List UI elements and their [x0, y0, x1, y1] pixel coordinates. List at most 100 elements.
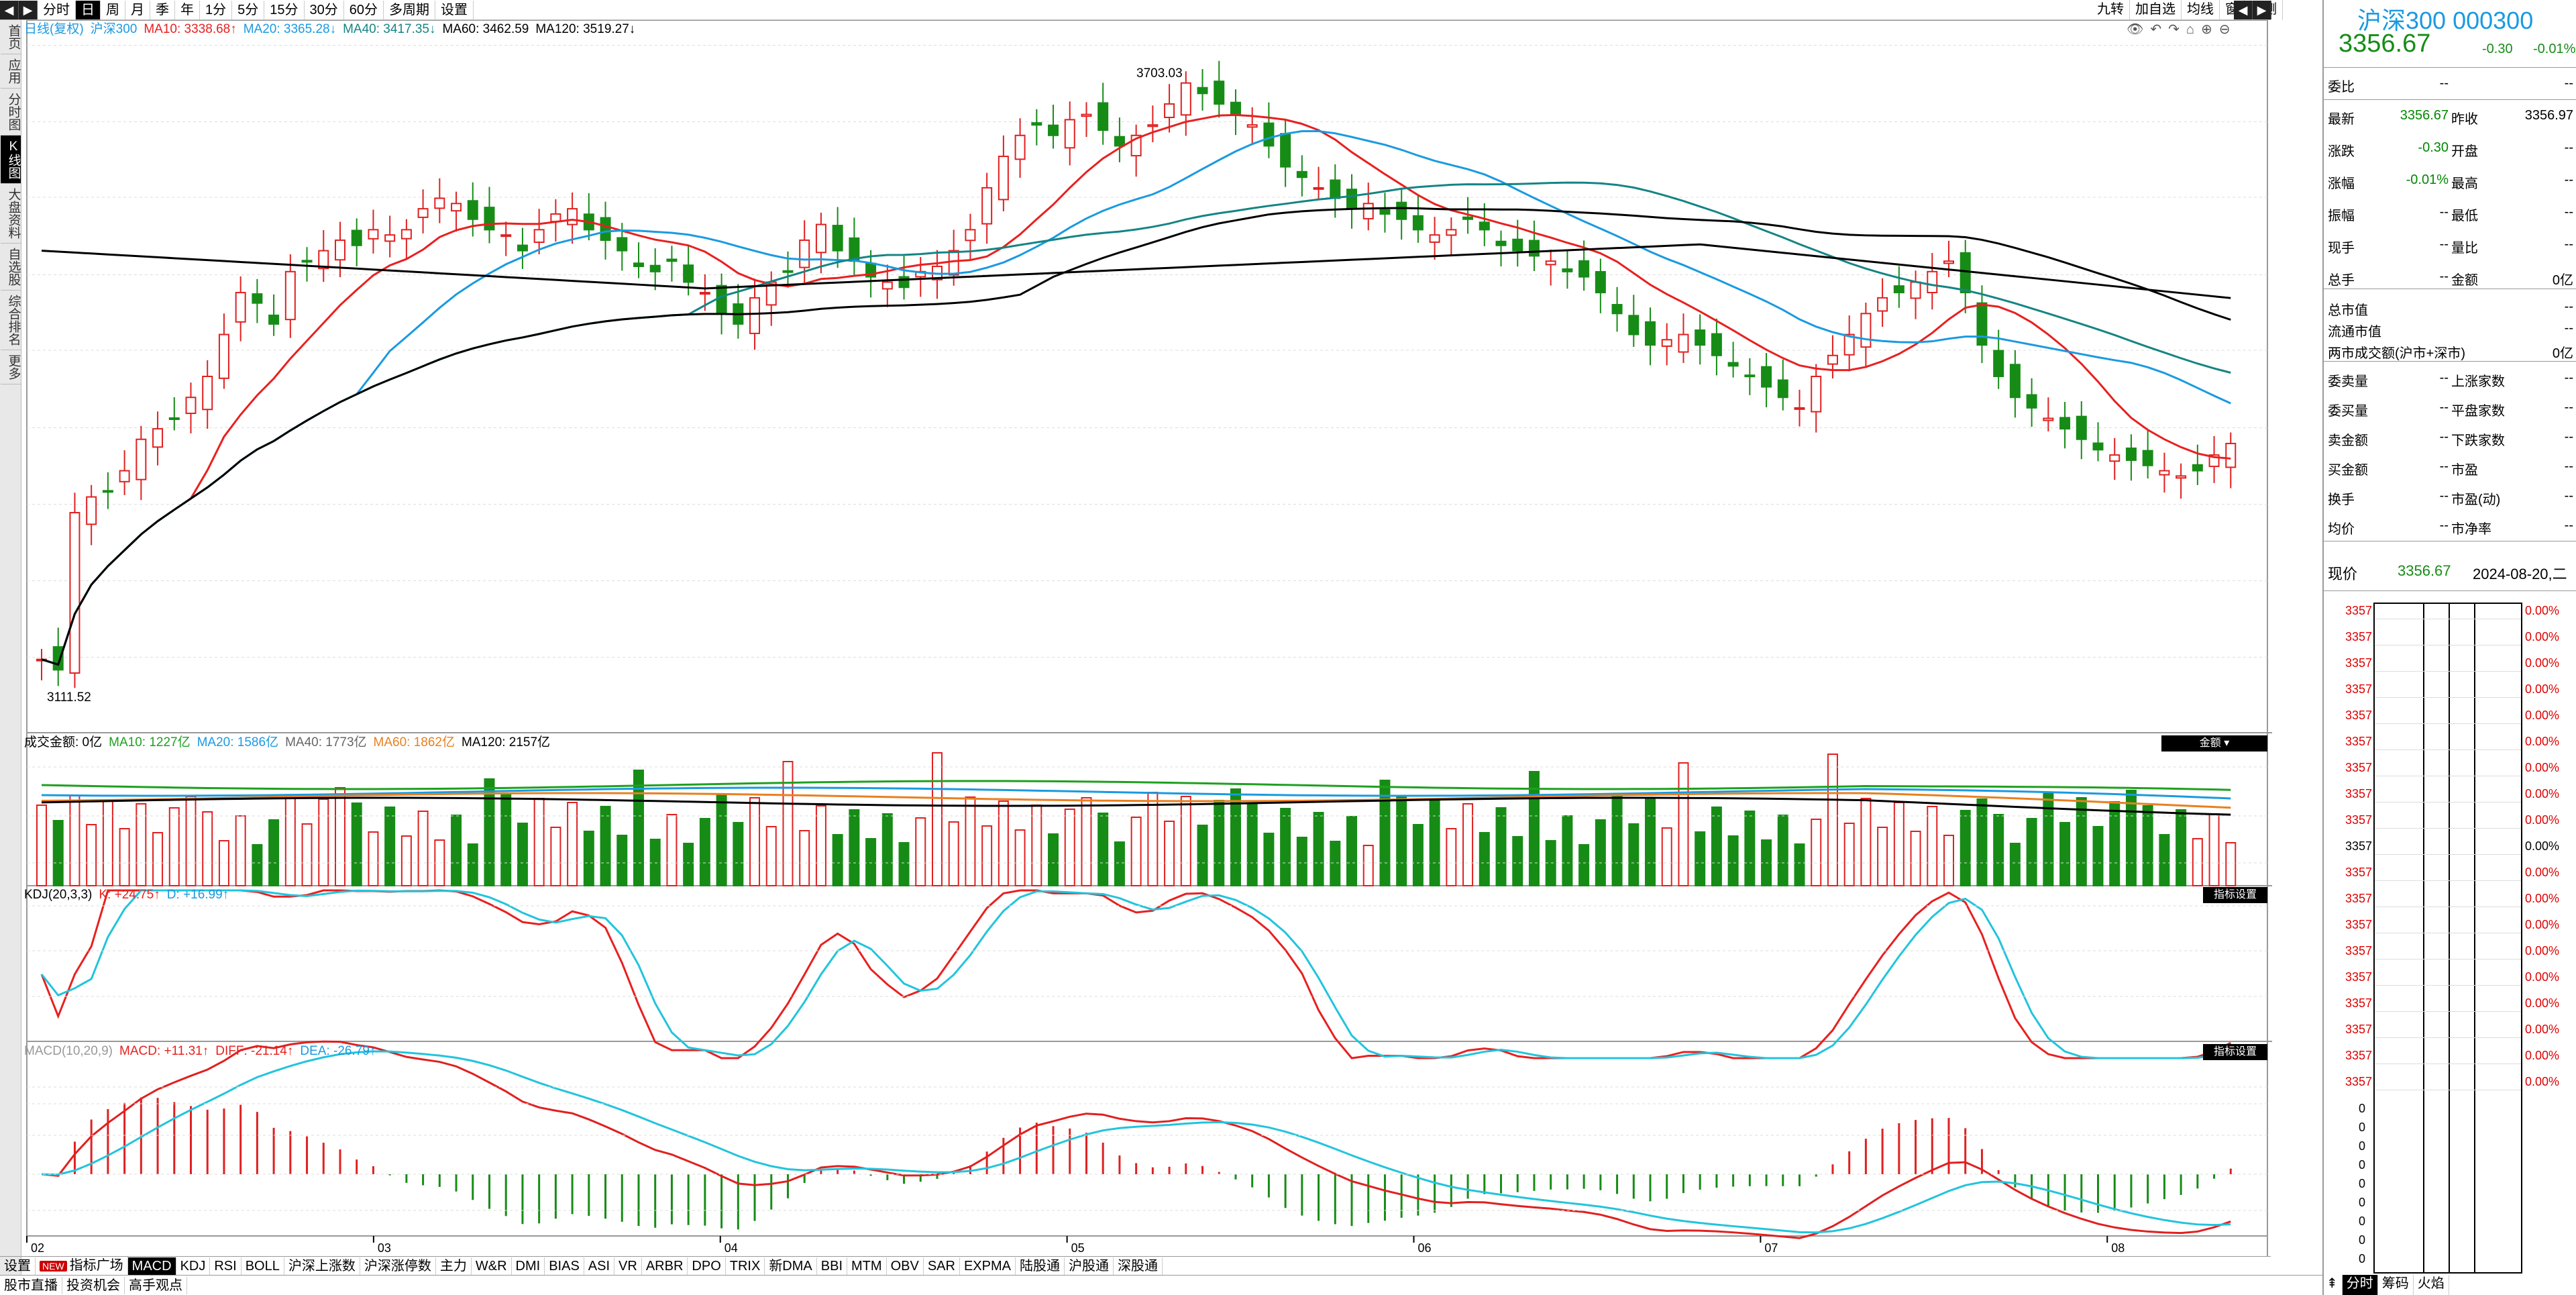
redo-icon[interactable]: ↷: [2168, 22, 2180, 37]
add-icon[interactable]: ⊕: [2201, 22, 2212, 37]
period-10[interactable]: 60分: [344, 0, 384, 19]
qrows-l1: 最新: [2328, 112, 2355, 127]
scroll-left-icon[interactable]: ◀: [2234, 0, 2253, 19]
indicator-tab-22[interactable]: EXPMA: [960, 1257, 1016, 1275]
indicator-tab-11[interactable]: BIAS: [545, 1257, 584, 1275]
scroll-right-icon[interactable]: ▶: [2253, 0, 2271, 19]
volume-label: 成交金额: 0亿: [24, 735, 103, 749]
left-navigation: 首页 应用 分时图 K线图 大盘资料 自选股 综合排名 更多: [0, 20, 21, 1275]
candle-body: [683, 264, 694, 283]
kdj-d-line: [40, 889, 2231, 1059]
indicator-tab-14[interactable]: ARBR: [642, 1257, 688, 1275]
indicator-tab-9[interactable]: W&R: [472, 1257, 512, 1275]
undo-icon[interactable]: ↶: [2150, 22, 2162, 37]
nav-item-1[interactable]: 应用: [0, 54, 21, 89]
candle-body: [1611, 304, 1623, 315]
lock-icon[interactable]: ⌂: [2186, 22, 2195, 37]
nav-item-4[interactable]: 大盘资料: [0, 184, 21, 244]
indicator-tab-1[interactable]: NEW 指标广场: [36, 1257, 128, 1275]
indicator-tab-18[interactable]: BBI: [817, 1257, 848, 1275]
indicator-tab-13[interactable]: VR: [614, 1257, 642, 1275]
period-3[interactable]: 月: [125, 0, 150, 19]
candle-body: [1877, 297, 1888, 312]
minus-icon[interactable]: ⊖: [2218, 22, 2231, 37]
nav-item-5[interactable]: 自选股: [0, 244, 21, 291]
candle-body: [1064, 119, 1075, 149]
ladder-pct: 0.00%: [2525, 996, 2560, 1010]
nav-item-0[interactable]: 首页: [0, 20, 21, 54]
bottom-link-1[interactable]: 投资机会: [62, 1276, 125, 1294]
toolbar-right-2[interactable]: 均线: [2182, 0, 2220, 20]
indicator-tab-12[interactable]: ASI: [584, 1257, 615, 1275]
candle-body: [2125, 447, 2137, 461]
ladder-price: 3357: [2345, 1023, 2373, 1036]
indicator-tab-15[interactable]: DPO: [688, 1257, 726, 1275]
period-2[interactable]: 周: [101, 0, 125, 19]
right-tab-1[interactable]: 筹码: [2378, 1275, 2414, 1295]
period-0[interactable]: 分时: [38, 0, 76, 19]
x-axis-label: 05: [1071, 1241, 1085, 1255]
eye-icon[interactable]: 👁: [2127, 22, 2144, 37]
volume-bar: [517, 823, 528, 886]
prev-icon[interactable]: ◀: [0, 0, 19, 19]
indicator-tab-16[interactable]: TRIX: [726, 1257, 765, 1275]
indicator-tab-25[interactable]: 深股通: [1114, 1257, 1163, 1275]
bottom-link-2[interactable]: 高手观点: [125, 1276, 187, 1294]
indicator-tab-4[interactable]: RSI: [210, 1257, 241, 1275]
nav-item-6[interactable]: 综合排名: [0, 291, 21, 350]
macd-label: MACD(10,20,9): [24, 1044, 113, 1058]
srows-l1: 委卖量: [2328, 374, 2368, 389]
nav-item-3[interactable]: K线图: [0, 136, 21, 184]
candle-body: [69, 512, 80, 674]
macd-settings-button[interactable]: 指标设置: [2203, 1044, 2267, 1060]
nav-item-2[interactable]: 分时图: [0, 89, 21, 136]
indicator-label: MACD: [131, 1258, 172, 1274]
indicator-tab-2[interactable]: MACD: [127, 1257, 176, 1275]
volume-bar: [1777, 815, 1788, 886]
toolbar-right-0[interactable]: 九转: [2092, 0, 2130, 20]
candle-body: [451, 203, 462, 212]
toolbar-right-1[interactable]: 加自选: [2130, 0, 2182, 20]
period-7[interactable]: 5分: [232, 0, 265, 19]
bottom-link-0[interactable]: 股市直播: [0, 1276, 62, 1294]
indicator-tab-20[interactable]: OBV: [887, 1257, 924, 1275]
indicator-tab-6[interactable]: 沪深上涨数: [284, 1257, 360, 1275]
period-12[interactable]: 设置: [435, 0, 474, 19]
indicator-tab-5[interactable]: BOLL: [241, 1257, 284, 1275]
volume-bar: [1147, 792, 1159, 886]
indicator-tab-17[interactable]: 新DMA: [765, 1257, 817, 1275]
nav-item-7[interactable]: 更多: [0, 350, 21, 384]
collapse-icon[interactable]: ⇞: [2322, 1275, 2343, 1295]
ladder-zero: 0: [2359, 1121, 2366, 1134]
indicator-tab-0[interactable]: 设置: [0, 1257, 36, 1275]
candle-body: [52, 646, 64, 671]
right-tab-2[interactable]: 火焰: [2414, 1275, 2449, 1295]
period-4[interactable]: 季: [150, 0, 175, 19]
ladder-price: 3357: [2345, 682, 2373, 696]
period-9[interactable]: 30分: [305, 0, 344, 19]
indicator-tab-3[interactable]: KDJ: [176, 1257, 211, 1275]
volume-bar: [2076, 797, 2087, 886]
period-11[interactable]: 多周期: [384, 0, 435, 19]
indicator-label: 沪股通: [1068, 1258, 1109, 1274]
period-6[interactable]: 1分: [200, 0, 233, 19]
period-8[interactable]: 15分: [264, 0, 305, 19]
indicator-tab-24[interactable]: 沪股通: [1065, 1257, 1114, 1275]
indicator-tab-7[interactable]: 沪深涨停数: [360, 1257, 436, 1275]
right-tab-0[interactable]: 分时: [2342, 1275, 2378, 1295]
indicator-label: DMI: [515, 1258, 541, 1274]
period-1[interactable]: 日: [76, 0, 101, 19]
indicator-label: ARBR: [645, 1258, 684, 1274]
volume-type-dropdown[interactable]: 金额 ▾: [2161, 735, 2267, 752]
period-5[interactable]: 年: [175, 0, 200, 19]
macd-legend: MACD(10,20,9) MACD: +11.31↑ DIFF: -21.14↑ D…: [24, 1043, 382, 1059]
indicator-tab-8[interactable]: 主力: [436, 1257, 472, 1275]
indicator-tab-21[interactable]: SAR: [924, 1257, 960, 1275]
kline-chart[interactable]: 3736366335913517344533713298322531523587…: [21, 20, 2272, 1256]
indicator-tab-19[interactable]: MTM: [847, 1257, 887, 1275]
kdj-settings-button[interactable]: 指标设置: [2203, 887, 2267, 903]
candle-body: [301, 260, 313, 263]
next-icon[interactable]: ▶: [19, 0, 38, 19]
indicator-tab-10[interactable]: DMI: [512, 1257, 545, 1275]
indicator-tab-23[interactable]: 陆股通: [1016, 1257, 1065, 1275]
